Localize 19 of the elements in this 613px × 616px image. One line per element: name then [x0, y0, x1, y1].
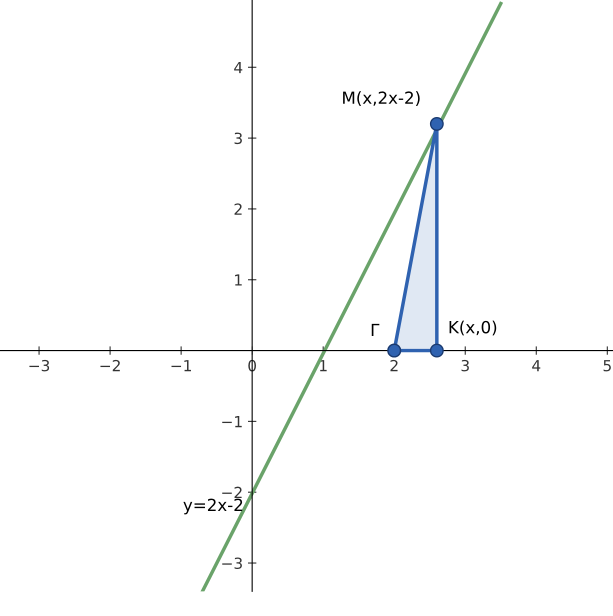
x-tick-label: 2	[390, 360, 398, 372]
x-tick-label: 4	[532, 360, 540, 372]
y-tick-label: −2	[222, 486, 242, 498]
x-tick-label: −1	[171, 360, 191, 372]
x-tick-label: 1	[320, 360, 327, 372]
x-tick-label: −3	[29, 360, 50, 372]
y-tick-label: 4	[234, 62, 242, 74]
y-tick-label: 2	[234, 203, 242, 215]
y-tick-label: 3	[234, 132, 242, 144]
y-tick-label: −3	[222, 557, 242, 570]
x-tick-label: 3	[462, 360, 469, 372]
annotation: M(x,2x-2)	[343, 91, 420, 106]
x-tick-label: −2	[100, 360, 120, 372]
annotation: y=2x-2	[183, 498, 242, 514]
annotation: K(x,0)	[450, 320, 496, 336]
annotation: Γ	[372, 324, 380, 336]
x-tick-label: 5	[604, 360, 611, 372]
y-tick-label: −1	[222, 416, 242, 428]
y-tick-label: 1	[235, 274, 242, 286]
